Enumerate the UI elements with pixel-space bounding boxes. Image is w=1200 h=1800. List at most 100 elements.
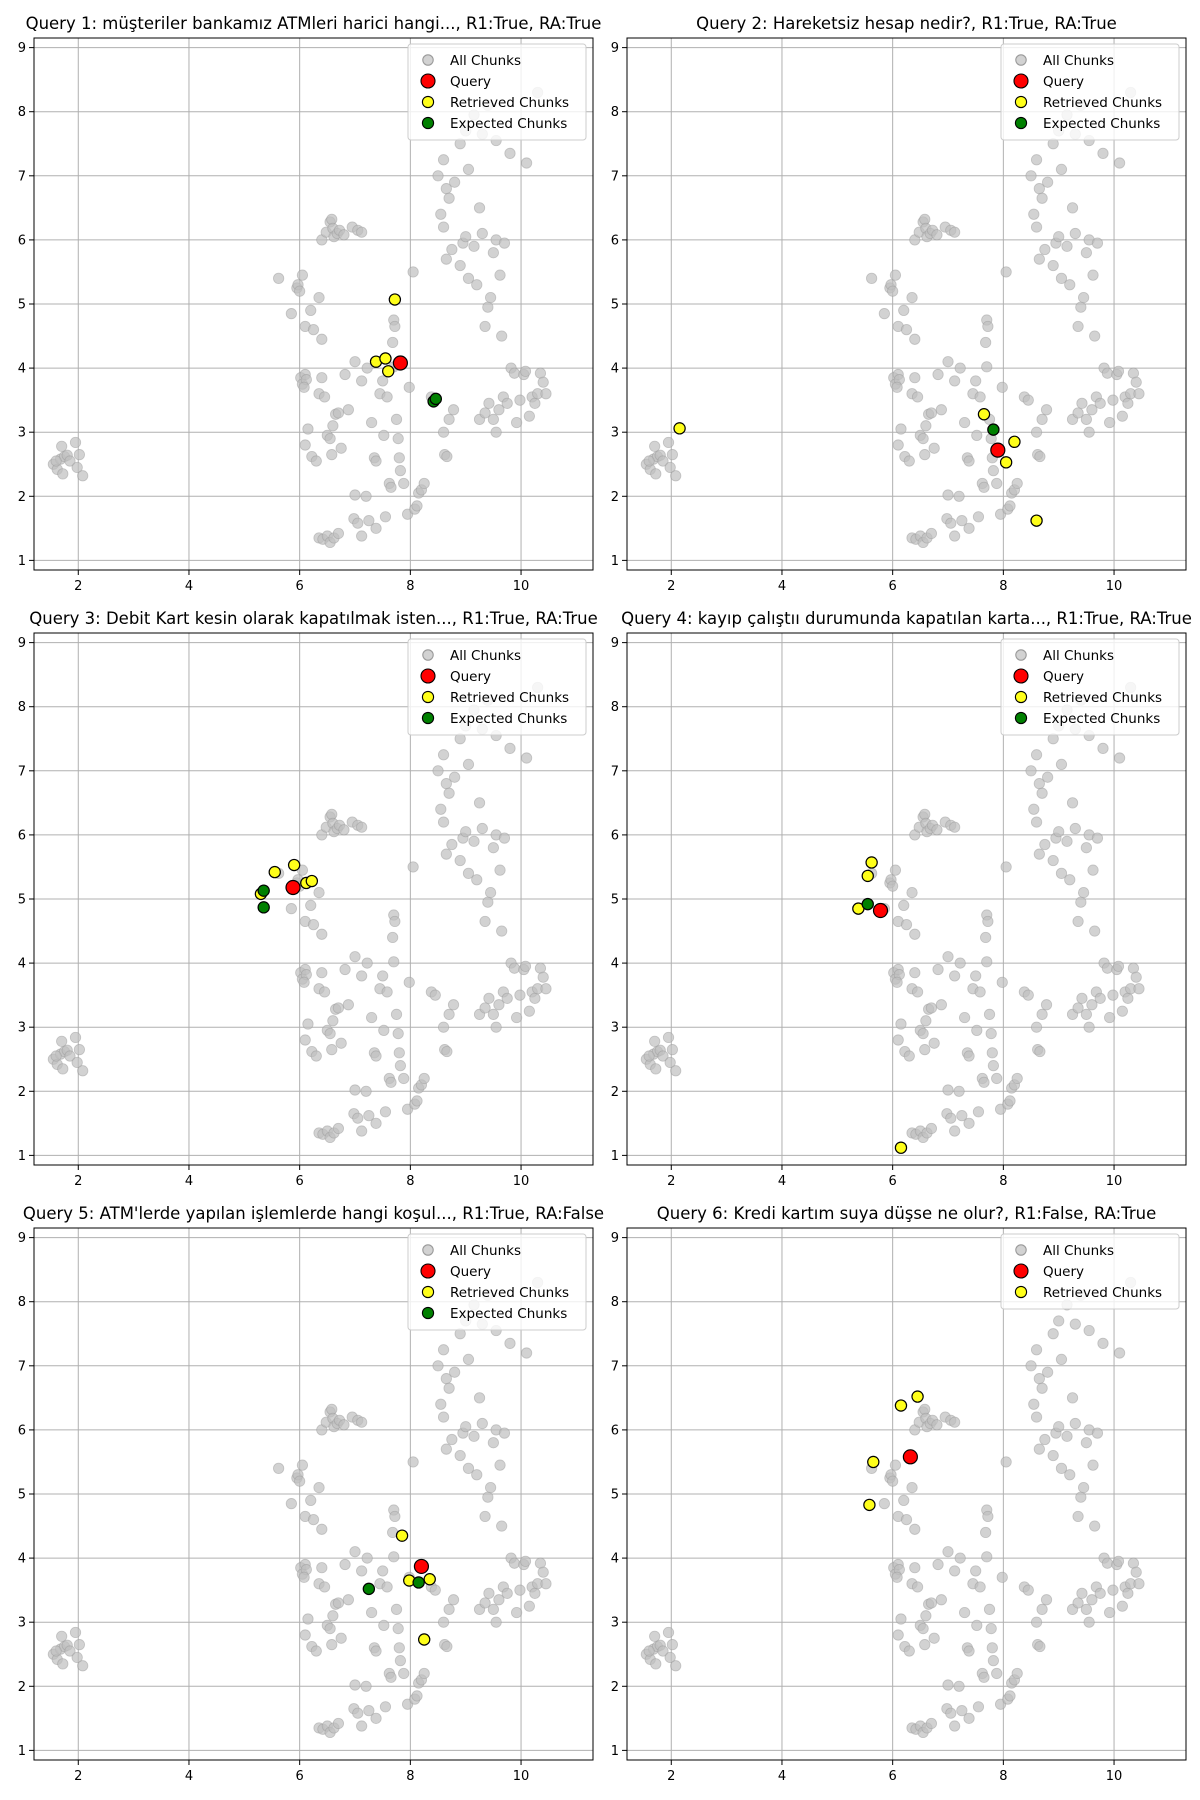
chunk-point — [490, 1616, 502, 1628]
chunk-point — [432, 765, 444, 777]
y-tick-label: 5 — [611, 1488, 619, 1503]
chunk-point — [349, 1546, 361, 1558]
chunk-point — [970, 970, 982, 982]
y-tick-label: 9 — [611, 41, 619, 56]
chunk-point — [959, 1011, 971, 1024]
y-tick-label: 7 — [18, 764, 26, 779]
chunk-point — [900, 919, 913, 931]
y-tick-label: 4 — [18, 1552, 26, 1567]
chunk-point — [443, 1382, 455, 1394]
chunk-point — [388, 1551, 400, 1563]
chunk-point — [363, 515, 375, 527]
legend-label: Query — [1043, 1264, 1084, 1280]
y-tick-label: 1 — [611, 1744, 619, 1759]
chunk-point — [487, 842, 499, 854]
chunk-point — [71, 1651, 83, 1664]
chunk-point — [1036, 192, 1048, 204]
chunk-point — [1133, 1578, 1145, 1590]
chunk-point — [71, 1056, 83, 1069]
chunk-point — [942, 1546, 954, 1558]
chunk-point — [356, 821, 368, 833]
chunk-point — [889, 269, 902, 281]
chunk-point — [473, 797, 486, 809]
chunk-point — [342, 1594, 354, 1606]
chunk-point — [1101, 1557, 1114, 1569]
chunk-point — [378, 1619, 390, 1631]
chunk-point — [920, 1610, 932, 1622]
chunk-point — [980, 336, 992, 349]
chunk-point — [1086, 404, 1098, 416]
chunk-point — [1055, 1353, 1068, 1365]
chunk-point — [332, 1597, 345, 1609]
chunk-point — [963, 1117, 975, 1129]
chunk-point — [335, 1037, 347, 1049]
y-tick-label: 8 — [611, 1295, 619, 1310]
chunk-point — [1083, 426, 1095, 438]
chunk-point — [991, 477, 1003, 490]
legend: All Chunks Query Retrieved Chunks — [1000, 1233, 1180, 1310]
chunk-point — [360, 1680, 372, 1692]
chunk-point — [447, 999, 460, 1011]
chunk-point — [356, 530, 368, 542]
chunk-point — [949, 1416, 961, 1428]
chunk-point — [1025, 765, 1037, 777]
y-tick-label: 8 — [18, 700, 26, 715]
chunk-point — [496, 1520, 508, 1532]
legend-marker-retrieved — [421, 690, 435, 704]
chunk-point — [942, 951, 954, 963]
chunk-point — [932, 368, 944, 381]
chunk-point — [523, 1005, 535, 1017]
chunk-point — [446, 243, 458, 256]
chunk-point — [925, 527, 938, 540]
chunk-point — [440, 848, 452, 860]
chunk-point — [387, 336, 399, 349]
chunk-point — [50, 1645, 62, 1657]
chunk-point — [942, 356, 954, 368]
chunk-point — [50, 1050, 62, 1062]
chunk-point — [381, 1581, 393, 1593]
chunk-point — [446, 838, 458, 851]
chunk-point — [77, 470, 89, 482]
chunk-point — [892, 1629, 904, 1641]
legend-label: All Chunks — [1043, 648, 1114, 664]
chunk-point — [482, 301, 494, 313]
legend-label: Retrieved Chunks — [450, 690, 569, 706]
y-tick-label: 9 — [18, 636, 26, 651]
chunk-point — [514, 394, 526, 406]
chunk-point — [379, 1701, 392, 1713]
chunk-point — [1042, 771, 1054, 783]
chunk-point — [324, 1623, 336, 1635]
chunk-point — [56, 1630, 68, 1642]
x-tick-label: 6 — [296, 1174, 304, 1189]
chunk-point — [1075, 301, 1087, 313]
chunk-point — [971, 429, 983, 441]
chunk-point — [1069, 227, 1081, 240]
y-tick-label: 5 — [611, 893, 619, 908]
chunk-point — [980, 1526, 992, 1539]
chunk-point — [498, 1427, 511, 1439]
chunk-point — [479, 320, 491, 333]
y-tick-label: 5 — [18, 1488, 26, 1503]
chunk-point — [649, 1035, 661, 1047]
chunk-point — [285, 308, 297, 320]
chunk-point — [429, 989, 441, 1001]
chunk-point — [437, 749, 450, 761]
chunk-point — [339, 368, 351, 381]
chunk-point — [1091, 237, 1104, 249]
chunk-point — [485, 291, 497, 304]
chunk-point — [302, 1018, 314, 1030]
chunk-point — [1034, 450, 1046, 463]
chunk-point — [310, 1050, 322, 1062]
chunk-point — [891, 976, 903, 988]
chunk-point — [1107, 394, 1119, 406]
chunk-point — [468, 1430, 480, 1442]
chunk-point — [1055, 1462, 1068, 1474]
chunk-point — [511, 416, 523, 429]
chunk-point — [650, 1658, 662, 1670]
chunk-point — [494, 1459, 506, 1471]
expected-chunk-point — [987, 423, 1000, 436]
chunk-point — [949, 530, 961, 542]
chunk-point — [273, 1462, 285, 1474]
chunk-point — [482, 896, 494, 908]
